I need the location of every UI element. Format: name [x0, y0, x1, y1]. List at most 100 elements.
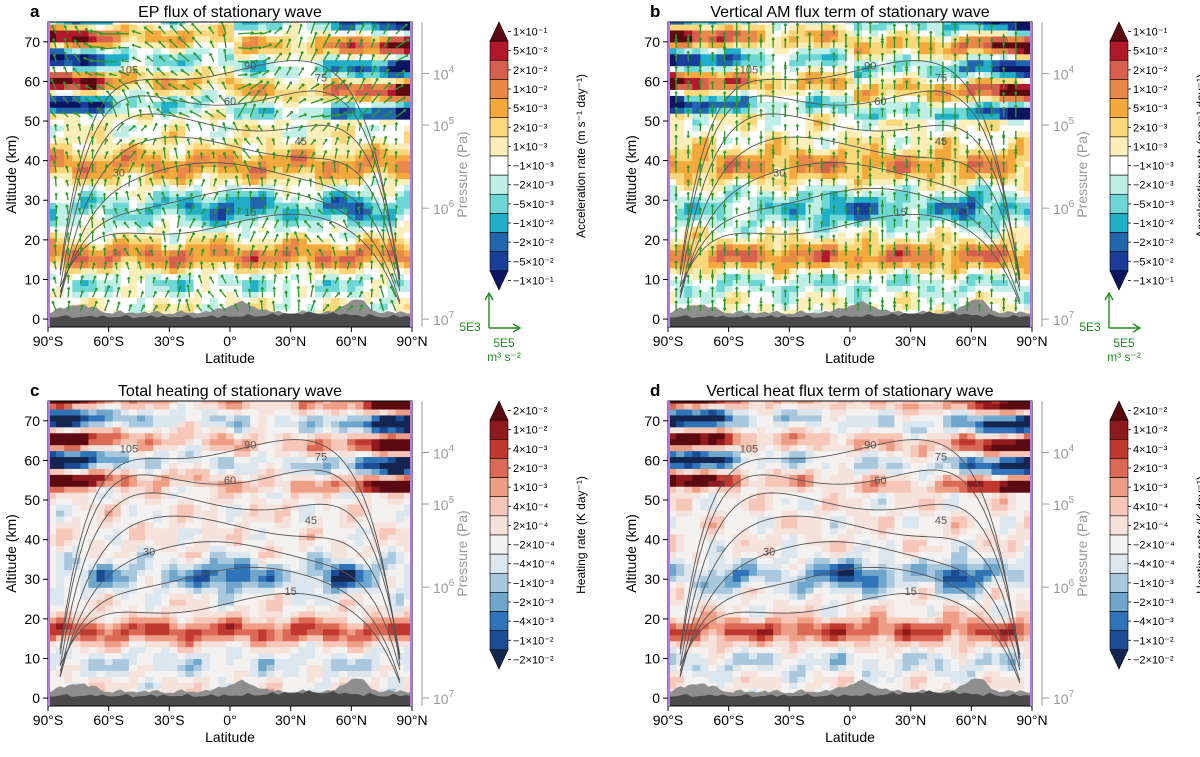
heatmap-cell — [773, 279, 782, 287]
heatmap-cell — [209, 297, 219, 304]
heatmap-cell — [56, 124, 65, 132]
heatmap-cell — [355, 65, 365, 73]
x-tick-label: 90°N — [396, 333, 427, 349]
heatmap-cell — [217, 53, 227, 61]
flux-arrow-head — [255, 59, 259, 63]
heatmap-cell — [684, 285, 693, 292]
flux-arrow-head — [148, 221, 152, 226]
heatmap-cell — [80, 261, 90, 269]
flux-arrow-head — [394, 193, 399, 196]
heatmap-cell — [266, 303, 276, 310]
heatmap-cell — [177, 267, 187, 275]
flux-arrow — [346, 25, 353, 35]
heatmap-cell — [298, 190, 308, 197]
heatmap-cell — [104, 29, 114, 37]
heatmap-cell — [668, 208, 677, 215]
flux-arrow — [395, 179, 398, 187]
heatmap-cell — [331, 119, 340, 126]
heatmap-cell — [708, 95, 718, 102]
heatmap-cell — [748, 107, 758, 114]
heatmap-cell — [290, 130, 300, 138]
heatmap-cell — [72, 59, 81, 67]
flux-arrow — [109, 73, 117, 77]
flux-arrow — [72, 67, 81, 76]
heatmap-cell — [756, 225, 766, 233]
heatmap-cell — [813, 41, 823, 49]
heatmap-cell — [765, 124, 774, 132]
heatmap-cell — [274, 83, 284, 90]
heatmap-cell — [161, 113, 170, 120]
heatmap-cell — [765, 220, 774, 227]
heatmap-cell — [80, 130, 90, 138]
heatmap-cell — [120, 23, 130, 31]
flux-arrow-head — [372, 38, 376, 42]
flux-arrow — [201, 165, 204, 173]
heatmap-cell — [870, 303, 879, 310]
flux-arrow — [221, 81, 227, 90]
flux-arrow — [238, 32, 254, 35]
flux-arrow — [133, 68, 142, 76]
heatmap-cell — [845, 225, 855, 233]
heatmap-cell — [298, 225, 308, 233]
heatmap-cell — [136, 297, 146, 304]
heatmap-cell — [862, 95, 871, 102]
flux-arrow-head — [312, 151, 316, 155]
heatmap-cell — [789, 59, 799, 67]
heatmap-cell — [692, 160, 701, 168]
flux-arrow-head — [317, 209, 321, 213]
heatmap-cell — [161, 35, 170, 43]
flux-arrow — [176, 298, 181, 312]
flux-arrow-head — [66, 247, 70, 251]
flux-arrow — [94, 72, 105, 77]
heatmap-cell — [64, 136, 73, 144]
heatmap-cell — [314, 89, 324, 96]
heatmap-cell — [128, 220, 138, 227]
heatmap-cell — [676, 95, 685, 102]
heatmap-cell — [700, 214, 710, 221]
flux-arrow — [371, 92, 381, 104]
heatmap-cell — [234, 119, 243, 126]
flux-arrow-head — [177, 215, 181, 218]
heatmap-cell — [64, 178, 73, 186]
heatmap-cell — [177, 273, 187, 281]
flux-arrow — [65, 179, 69, 187]
heatmap-cell — [797, 279, 807, 287]
heatmap-cell — [781, 309, 790, 316]
heatmap-cell — [355, 225, 365, 233]
flux-arrow-head — [178, 111, 182, 116]
flux-arrow-head — [102, 247, 107, 251]
heatmap-cell — [185, 113, 195, 120]
heatmap-cell — [339, 113, 348, 120]
heatmap-cell — [765, 148, 774, 156]
heatmap-cell — [193, 124, 203, 132]
flux-arrow-head — [202, 235, 206, 239]
heatmap-cell — [274, 89, 284, 96]
heatmap-cell — [347, 237, 356, 245]
heatmap-cell — [136, 148, 146, 156]
flux-arrow — [370, 78, 379, 90]
flux-arrow-head — [145, 79, 149, 83]
flux-arrow-head — [65, 165, 69, 169]
flux-arrow-head — [123, 221, 127, 225]
heatmap-cell — [242, 148, 251, 156]
flux-arrow-head — [193, 82, 197, 86]
y-tick-label: 50 — [24, 113, 40, 129]
heatmap-cell — [789, 220, 799, 227]
heatmap-cell — [298, 107, 308, 114]
heatmap-cell — [72, 297, 81, 304]
flux-arrow — [310, 83, 320, 90]
flux-arrow-head — [237, 247, 241, 251]
heatmap-cell — [225, 214, 235, 221]
flux-arrow-head — [349, 291, 353, 295]
heatmap-cell — [120, 190, 130, 197]
contour-label: 60 — [224, 96, 236, 108]
flux-arrow-head — [176, 203, 180, 207]
heatmap-cell — [395, 279, 405, 287]
heatmap-cell — [153, 148, 162, 156]
heatmap-cell — [112, 77, 122, 84]
heatmap-cell — [668, 249, 677, 257]
heatmap-cell — [161, 160, 170, 168]
heatmap-cell — [193, 249, 203, 257]
flux-arrow — [135, 208, 142, 215]
heatmap-cell — [789, 154, 799, 162]
